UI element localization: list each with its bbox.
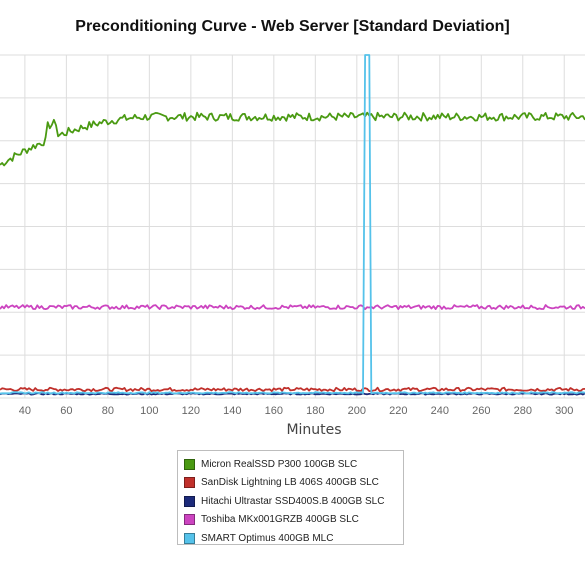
x-tick-labels: 40 60 80 100 120 140 160 180 200 220 240 260 280 300 [19,405,574,417]
x-tick-label: 280 [514,405,532,417]
x-tick-label: 260 [472,405,490,417]
x-tick-label: 140 [223,405,241,417]
legend-label: Micron RealSSD P300 100GB SLC [201,458,358,470]
chart-title: Preconditioning Curve - Web Server [Stan… [75,18,510,35]
x-tick-label: 180 [306,405,324,417]
legend-item: SMART Optimus 400GB MLC [184,529,397,548]
series-line [0,304,585,311]
legend-label: SMART Optimus 400GB MLC [201,532,334,544]
legend-item: Hitachi Ultrastar SSD400S.B 400GB SLC [184,492,397,511]
x-tick-label: 240 [431,405,449,417]
legend-swatch [184,514,195,526]
legend-swatch [184,532,195,544]
grid-lines [0,54,585,399]
series-line [0,54,585,395]
x-tick-label: 200 [348,405,366,417]
x-tick-label: 40 [19,405,31,417]
x-axis-label: Minutes [286,422,342,438]
legend-swatch [184,495,195,507]
legend: Micron RealSSD P300 100GB SLC SanDisk Lig… [177,450,404,545]
series-line [0,386,585,393]
legend-label: Toshiba MKx001GRZB 400GB SLC [201,514,359,526]
chart-plot: 40 60 80 100 120 140 160 180 200 220 240 260 280 300 [0,54,585,417]
legend-label: Hitachi Ultrastar SSD400S.B 400GB SLC [201,495,385,507]
x-tick-label: 60 [60,405,72,417]
series-line [0,111,585,167]
legend-swatch [184,477,195,489]
legend-item: Toshiba MKx001GRZB 400GB SLC [184,511,397,530]
series-lines [0,54,585,396]
x-tick-label: 160 [265,405,283,417]
x-tick-label: 100 [140,405,158,417]
x-tick-label: 120 [182,405,200,417]
x-tick-label: 300 [555,405,573,417]
legend-item: Micron RealSSD P300 100GB SLC [184,455,397,474]
legend-swatch [184,458,195,470]
x-tick-label: 220 [389,405,407,417]
legend-label: SanDisk Lightning LB 406S 400GB SLC [201,477,379,489]
legend-item: SanDisk Lightning LB 406S 400GB SLC [184,474,397,493]
x-tick-label: 80 [102,405,114,417]
